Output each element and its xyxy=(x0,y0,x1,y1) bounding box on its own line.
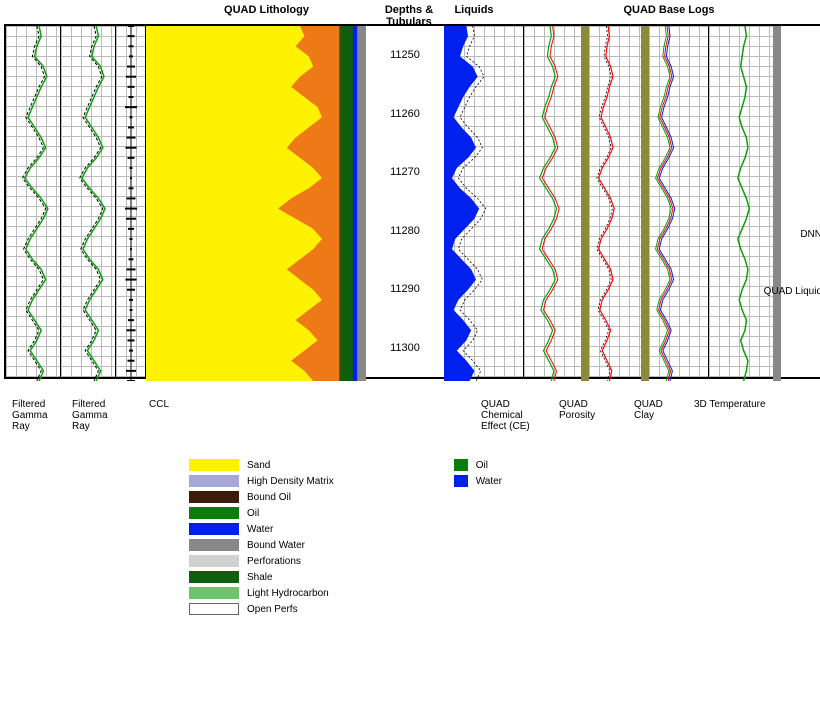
track-label: Filtered Gamma Ray xyxy=(72,399,127,432)
track-gr2 xyxy=(61,26,116,377)
track-gr1 xyxy=(6,26,61,377)
legend-swatch xyxy=(189,491,239,503)
legend-item: High Density Matrix xyxy=(189,475,334,487)
side-label: DNN xyxy=(800,229,820,240)
track-ce xyxy=(524,26,589,377)
track-ccl xyxy=(116,26,146,377)
legend-label: Oil xyxy=(476,460,488,471)
legend-item: Open Perfs xyxy=(189,603,334,615)
legend-label: Bound Oil xyxy=(247,492,291,503)
legend-item: Shale xyxy=(189,571,334,583)
depth-value: 11280 xyxy=(390,225,420,237)
legend-item: Sand xyxy=(189,459,334,471)
side-label: QUAD Liquid xyxy=(764,286,820,297)
depth-value: 11270 xyxy=(390,166,420,178)
legend-item: Water xyxy=(454,475,502,487)
track-temp xyxy=(709,26,781,377)
track-label: QUAD Porosity xyxy=(559,399,619,421)
depth-value: 11300 xyxy=(390,342,420,354)
legend-item: Oil xyxy=(454,459,502,471)
track-label: Filtered Gamma Ray xyxy=(12,399,67,432)
depth-value: 11290 xyxy=(390,283,420,295)
track-liquids xyxy=(444,26,524,377)
legend-swatch xyxy=(189,459,239,471)
depth-value: 11250 xyxy=(390,49,420,61)
track-label: QUAD Clay xyxy=(634,399,689,421)
legend-label: Shale xyxy=(247,572,273,583)
legend-label: Bound Water xyxy=(247,540,305,551)
depth-value: 11260 xyxy=(390,108,420,120)
legend-swatch xyxy=(189,475,239,487)
legend-swatch xyxy=(454,459,468,471)
track-headers: QUAD LithologyDepths & TubularsLiquidsQU… xyxy=(4,4,820,24)
liquids-legend: Oil Water xyxy=(454,459,502,615)
track-litho xyxy=(146,26,366,377)
well-log-display: QUAD LithologyDepths & TubularsLiquidsQU… xyxy=(4,4,820,697)
legend-label: Light Hydrocarbon xyxy=(247,588,329,599)
legend-label: Sand xyxy=(247,460,270,471)
legend-item: Perforations xyxy=(189,555,334,567)
legend-item: Bound Water xyxy=(189,539,334,551)
header-liquids: Liquids xyxy=(444,4,504,16)
legend-swatch xyxy=(189,523,239,535)
header-quad-lithology: QUAD Lithology xyxy=(159,4,374,16)
legend-item: Light Hydrocarbon xyxy=(189,587,334,599)
legend-label: Perforations xyxy=(247,556,301,567)
legend-label: High Density Matrix xyxy=(247,476,334,487)
bottom-track-labels: Filtered Gamma RayFiltered Gamma Ray CCL Q… xyxy=(4,399,820,439)
track-depth: 11250 11260 11270 11280 11290 11300 xyxy=(366,26,444,377)
lithology-legend: Sand High Density Matrix Bound Oil Oil Water… xyxy=(189,459,334,615)
legend-swatch xyxy=(189,507,239,519)
legend-swatch xyxy=(454,475,468,487)
track-label: CCL xyxy=(149,399,199,410)
track-clay xyxy=(649,26,709,377)
legend-label: Water xyxy=(476,476,502,487)
legend-label: Open Perfs xyxy=(247,604,298,615)
legend-swatch xyxy=(189,555,239,567)
track-label: 3D Temperature xyxy=(694,399,774,410)
legend-label: Oil xyxy=(247,508,259,519)
legend-item: Water xyxy=(189,523,334,535)
header-quad-base-logs: QUAD Base Logs xyxy=(569,4,769,16)
track-area: 11250 11260 11270 11280 11290 11300 xyxy=(4,24,820,379)
track-label: QUAD Chemical Effect (CE) xyxy=(481,399,551,432)
track-porosity xyxy=(589,26,649,377)
legend-swatch xyxy=(189,587,239,599)
legend-section: Sand High Density Matrix Bound Oil Oil Water… xyxy=(4,459,820,615)
legend-swatch xyxy=(189,603,239,615)
legend-item: Oil xyxy=(189,507,334,519)
legend-swatch xyxy=(189,571,239,583)
legend-item: Bound Oil xyxy=(189,491,334,503)
legend-swatch xyxy=(189,539,239,551)
legend-label: Water xyxy=(247,524,273,535)
